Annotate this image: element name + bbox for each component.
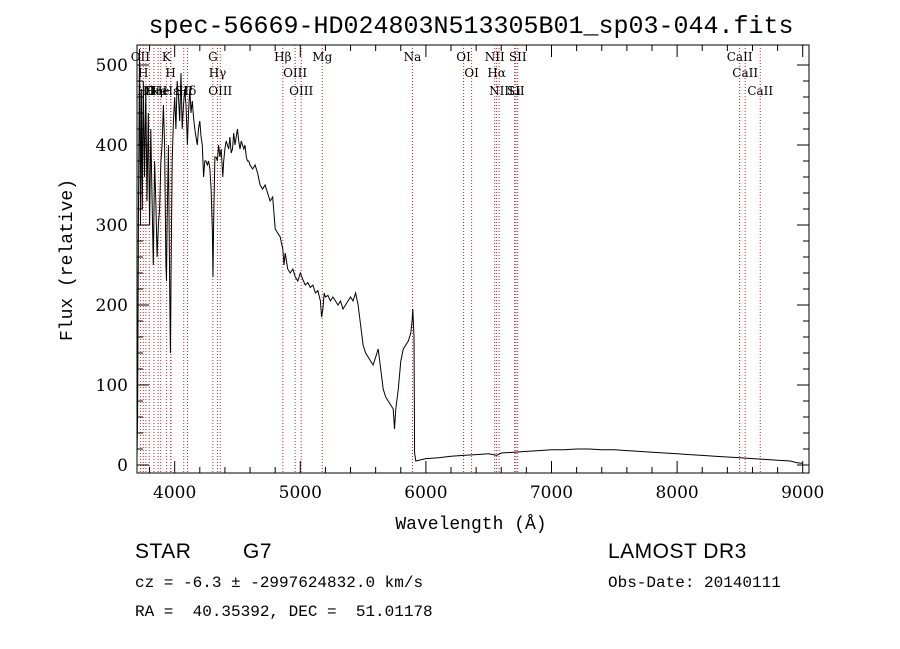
x-tick-label-2: 6000 — [404, 483, 447, 503]
survey-name: LAMOST DR3 — [608, 540, 747, 563]
line-label-0: OII — [131, 50, 151, 64]
x-tick-label-4: 8000 — [655, 483, 698, 503]
line-label-3: O — [144, 84, 154, 98]
spectral-line-labels: OIIHHθOHηNeHeKHHεSIIHδGHγOIIIHβOIIIOIIIM… — [131, 50, 774, 98]
line-label-26: SII — [507, 84, 525, 98]
line-label-25: Li — [509, 84, 521, 98]
line-label-17: OIII — [289, 84, 313, 98]
line-label-18: Mg — [312, 50, 332, 64]
plot-frame — [136, 44, 810, 474]
x-tick-label-1: 5000 — [279, 483, 322, 503]
spectral-line-markers — [139, 45, 761, 473]
object-subclass: G7 — [243, 540, 273, 563]
line-label-9: Hε — [163, 84, 180, 98]
line-label-15: Hβ — [274, 50, 291, 64]
line-label-16: OIII — [283, 66, 307, 80]
line-label-19: Na — [404, 50, 422, 64]
x-tick-label-5: 9000 — [781, 483, 824, 503]
spectrum-line — [136, 48, 803, 464]
line-label-28: CaII — [727, 50, 753, 64]
x-axis-label: Wavelength (Å) — [395, 514, 546, 535]
line-label-5: Ne — [149, 84, 167, 98]
line-label-8: H — [165, 66, 175, 80]
x-tick-label-0: 4000 — [153, 483, 196, 503]
line-label-24: NII — [489, 84, 509, 98]
y-axis-label: Flux (relative) — [58, 179, 78, 341]
y-tick-label-2: 200 — [96, 296, 128, 316]
line-label-1: H — [138, 66, 148, 80]
y-tick-label-1: 100 — [96, 376, 128, 396]
x-axis-ticks: 4000 5000 6000 7000 8000 9000 — [149, 45, 824, 503]
y-tick-label-0: 0 — [117, 456, 128, 476]
line-label-27: SII — [509, 50, 527, 64]
observation-date: Obs-Date: 20140111 — [608, 574, 781, 592]
line-label-21: OI — [464, 66, 479, 80]
line-label-23: Hα — [487, 66, 506, 80]
line-label-13: Hγ — [209, 66, 227, 80]
line-label-29: CaII — [732, 66, 758, 80]
chart-title: spec-56669-HD024803N513305B01_sp03-044.f… — [148, 12, 793, 41]
line-label-30: CaII — [747, 84, 773, 98]
line-label-10: SII — [175, 84, 193, 98]
coordinates-line: RA = 40.35392, DEC = 51.01178 — [135, 603, 433, 621]
line-label-11: Hδ — [179, 84, 197, 98]
line-label-4: Hη — [145, 84, 163, 98]
line-label-22: NII — [485, 50, 505, 64]
line-label-12: G — [208, 50, 218, 64]
line-label-14: OIII — [208, 84, 232, 98]
object-class: STAR — [135, 540, 192, 563]
y-tick-label-5: 500 — [96, 56, 128, 76]
redshift-line: cz = -6.3 ± -2997624832.0 km/s — [135, 574, 424, 592]
line-label-6: He — [152, 84, 170, 98]
x-tick-label-3: 7000 — [530, 483, 573, 503]
y-axis-ticks: 0 100 200 300 400 500 — [96, 56, 809, 476]
line-label-20: OI — [456, 50, 471, 64]
y-tick-label-3: 300 — [96, 216, 128, 236]
y-tick-label-4: 400 — [96, 136, 128, 156]
line-label-7: K — [162, 50, 172, 64]
